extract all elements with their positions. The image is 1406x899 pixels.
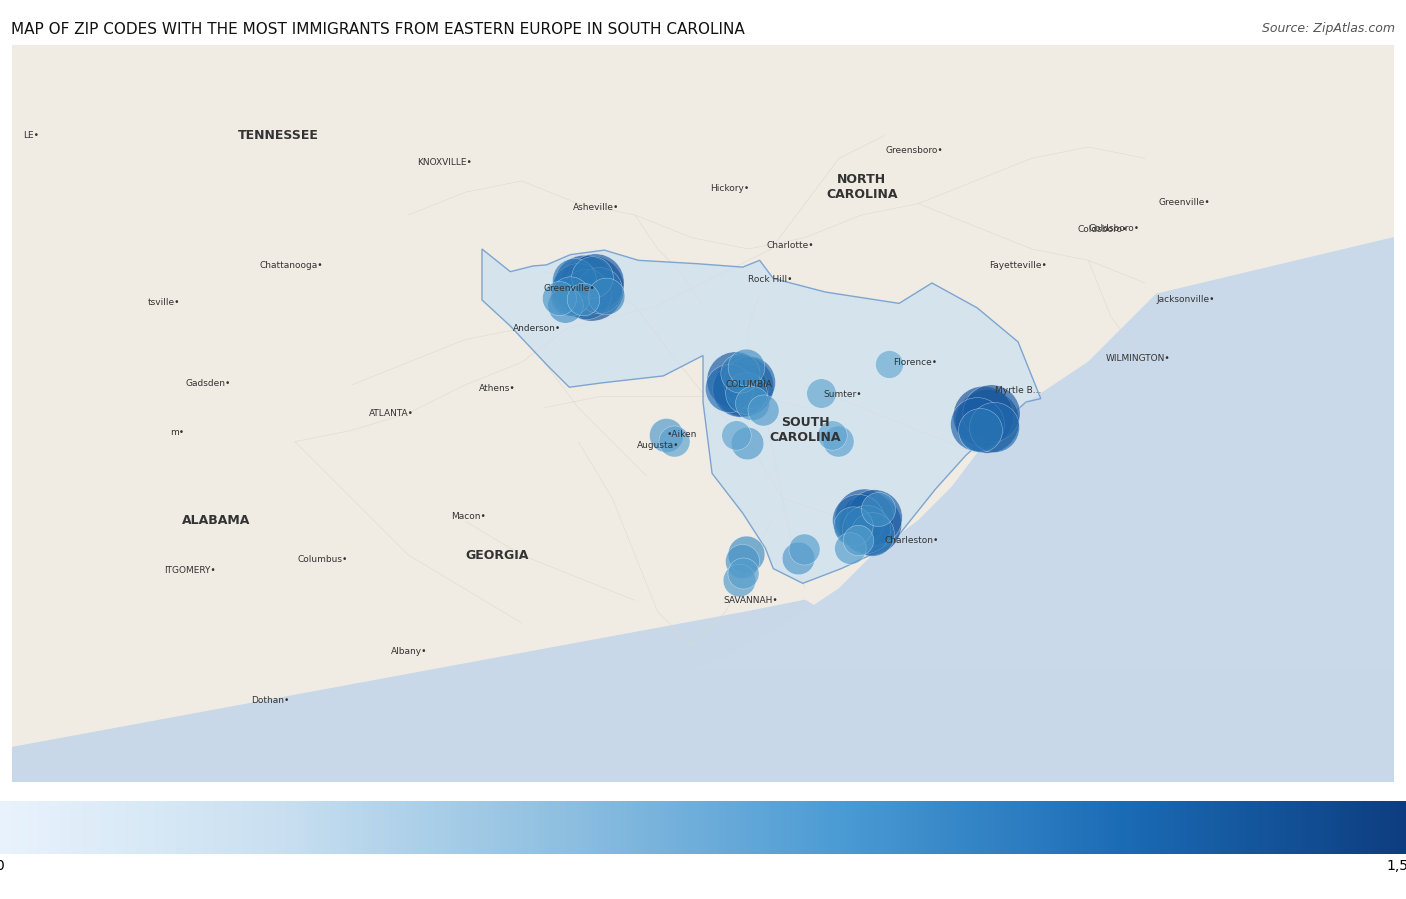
Point <box>855 522 877 537</box>
Text: Albany•: Albany• <box>391 647 427 656</box>
Point <box>969 423 991 437</box>
Point <box>793 541 815 556</box>
Point <box>752 404 775 418</box>
Text: Greenville•: Greenville• <box>1159 198 1211 207</box>
Point <box>731 378 754 393</box>
Text: Greenville•: Greenville• <box>544 284 595 293</box>
Text: Columbus•: Columbus• <box>297 555 347 564</box>
Text: •Aiken: •Aiken <box>666 431 697 440</box>
Text: Coldsboro•: Coldsboro• <box>1077 226 1128 235</box>
Text: NORTH
CAROLINA: NORTH CAROLINA <box>825 173 897 200</box>
Text: Asheville•: Asheville• <box>572 202 619 211</box>
Text: Florence•: Florence• <box>893 358 938 367</box>
Polygon shape <box>482 249 1040 583</box>
Point <box>654 428 676 442</box>
Point <box>738 375 761 389</box>
Point <box>877 357 900 371</box>
Point <box>787 551 810 565</box>
Text: MAP OF ZIP CODES WITH THE MOST IMMIGRANTS FROM EASTERN EUROPE IN SOUTH CAROLINA: MAP OF ZIP CODES WITH THE MOST IMMIGRANT… <box>11 22 745 38</box>
Point <box>730 366 752 380</box>
Point <box>976 414 998 428</box>
Text: ITGOMERY•: ITGOMERY• <box>165 566 217 575</box>
Point <box>575 287 598 301</box>
Point <box>863 510 886 524</box>
Point <box>581 270 603 284</box>
Point <box>731 566 754 581</box>
Text: Chattanooga•: Chattanooga• <box>260 262 323 271</box>
Point <box>846 533 869 547</box>
Text: GEORGIA: GEORGIA <box>465 548 529 562</box>
Text: tsville•: tsville• <box>148 298 180 307</box>
Text: LE•: LE• <box>22 131 39 140</box>
Text: Jacksonville•: Jacksonville• <box>1156 296 1215 305</box>
Point <box>741 396 763 410</box>
Text: Charlotte•: Charlotte• <box>766 241 814 250</box>
Point <box>572 292 595 307</box>
Point <box>821 428 844 442</box>
Point <box>595 289 617 303</box>
Text: Athens•: Athens• <box>478 384 516 393</box>
Point <box>718 380 741 395</box>
Point <box>839 541 862 556</box>
Point <box>966 417 988 432</box>
Point <box>730 554 752 568</box>
Text: KNOXVILLE•: KNOXVILLE• <box>418 158 472 167</box>
Point <box>579 280 602 295</box>
Text: Fayetteville•: Fayetteville• <box>988 262 1046 271</box>
Text: Gadsden•: Gadsden• <box>186 379 231 388</box>
Text: Goldsboro•: Goldsboro• <box>1088 224 1139 233</box>
Text: Myrtle B...: Myrtle B... <box>995 387 1042 396</box>
Text: TENNESSEE: TENNESSEE <box>238 129 319 142</box>
Point <box>554 298 576 312</box>
Point <box>972 409 994 423</box>
Point <box>846 513 869 528</box>
Point <box>562 273 585 288</box>
Point <box>841 519 863 533</box>
Point <box>827 434 849 449</box>
Point <box>567 283 589 298</box>
Point <box>983 421 1005 435</box>
Point <box>588 283 610 298</box>
Point <box>662 434 685 449</box>
Text: Source: ZipAtlas.com: Source: ZipAtlas.com <box>1261 22 1395 35</box>
Text: COLUMBIA: COLUMBIA <box>725 380 772 389</box>
Point <box>735 387 758 401</box>
Text: Rock Hill•: Rock Hill• <box>748 275 793 284</box>
Text: Anderson•: Anderson• <box>513 324 561 333</box>
Text: m•: m• <box>170 428 184 437</box>
Text: SOUTH
CAROLINA: SOUTH CAROLINA <box>769 416 841 444</box>
Text: WILMINGTON•: WILMINGTON• <box>1105 354 1170 363</box>
Point <box>583 275 606 289</box>
Text: Macon•: Macon• <box>451 512 486 521</box>
Text: ALABAMA: ALABAMA <box>181 514 250 528</box>
Point <box>859 517 882 531</box>
Point <box>735 360 758 375</box>
Text: SAVANNAH•: SAVANNAH• <box>724 596 778 605</box>
Point <box>735 547 758 562</box>
Text: Hickory•: Hickory• <box>710 184 749 193</box>
Polygon shape <box>692 237 1395 782</box>
Text: Charleston•: Charleston• <box>884 536 939 545</box>
Point <box>724 428 747 442</box>
Point <box>866 502 889 516</box>
Polygon shape <box>11 328 1395 782</box>
Point <box>728 573 751 587</box>
Text: Sumter•: Sumter• <box>823 389 862 398</box>
Point <box>548 291 571 306</box>
Point <box>980 405 1002 420</box>
Point <box>560 289 582 303</box>
Point <box>810 387 832 401</box>
Text: Greensboro•: Greensboro• <box>886 146 943 155</box>
Point <box>852 511 875 525</box>
Text: Dothan•: Dothan• <box>250 696 290 705</box>
Point <box>730 382 752 396</box>
Point <box>735 436 758 450</box>
Point <box>860 527 883 541</box>
Point <box>572 278 595 292</box>
Text: ATLANTA•: ATLANTA• <box>368 409 413 418</box>
Text: Augusta•: Augusta• <box>637 441 679 450</box>
Point <box>724 373 747 387</box>
